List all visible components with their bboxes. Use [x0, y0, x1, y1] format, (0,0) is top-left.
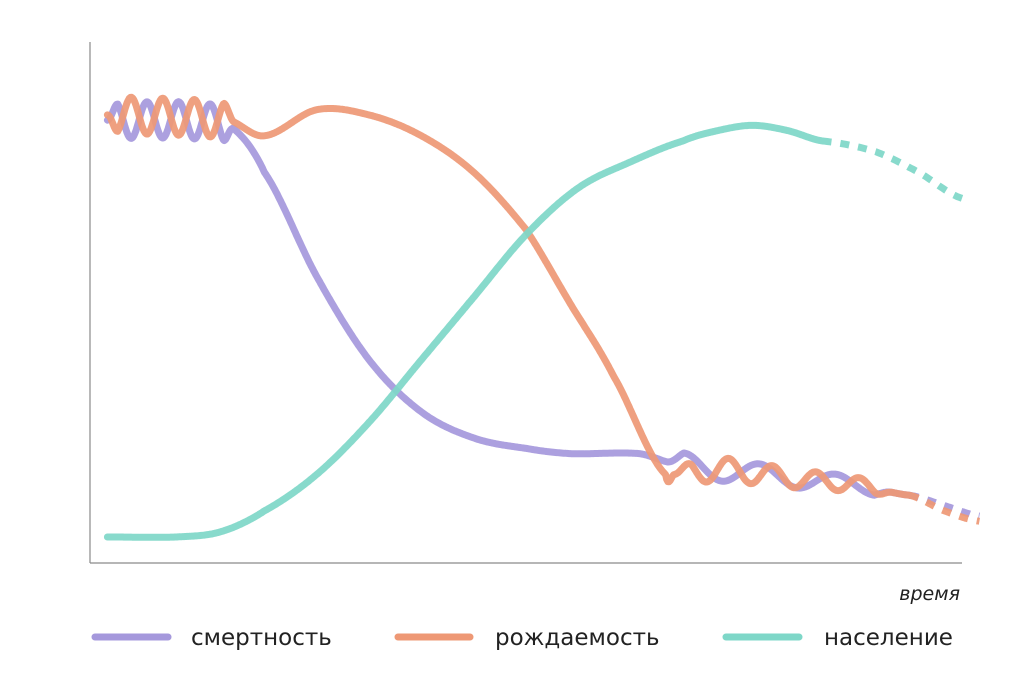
legend-item-birthrate: рождаемость: [394, 625, 660, 651]
legend: смертность рождаемость население: [91, 625, 953, 651]
series-line-mortality: [103, 98, 914, 499]
series-mortality: [103, 98, 981, 520]
legend-label-birthrate: рождаемость: [495, 625, 660, 651]
legend-label-mortality: смертность: [191, 625, 332, 651]
axes: [89, 42, 962, 564]
legend-item-population: население: [722, 625, 953, 651]
series-line-birthrate: [103, 93, 914, 499]
x-axis-label: время: [899, 583, 960, 605]
series-line-population: [103, 121, 826, 541]
legend-item-mortality: смертность: [91, 625, 332, 651]
series-projection-population: [822, 137, 964, 202]
series-birthrate: [103, 93, 981, 525]
series-layer: [103, 93, 981, 541]
series-projection-birthrate: [908, 491, 981, 525]
series-projection-mortality: [909, 491, 981, 520]
legend-label-population: население: [824, 625, 953, 651]
series-population: [103, 121, 964, 541]
